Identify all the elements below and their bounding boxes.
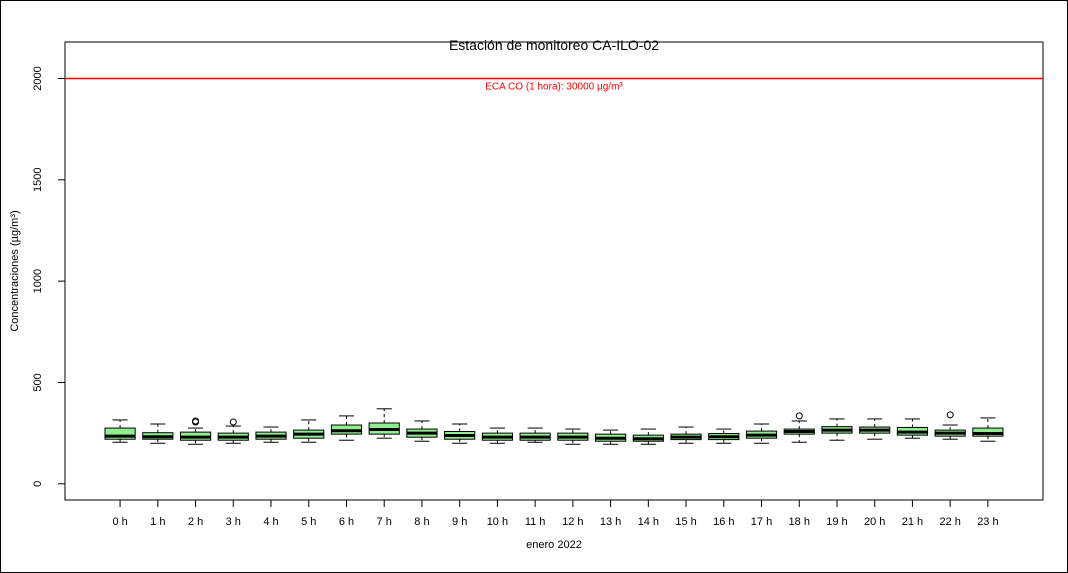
x-tick-label: 21 h <box>902 516 923 528</box>
x-tick-label: 12 h <box>562 516 583 528</box>
reference-label: ECA CO (1 hora): 30000 µg/m³ <box>485 81 623 92</box>
x-tick-label: 9 h <box>452 516 467 528</box>
y-tick-label: 2000 <box>32 66 44 90</box>
x-tick-label: 3 h <box>226 516 241 528</box>
y-tick-label: 1500 <box>32 168 44 192</box>
x-tick-label: 1 h <box>150 516 165 528</box>
outlier <box>192 417 200 425</box>
y-tick-label: 1000 <box>32 269 44 293</box>
y-axis-label: Concentraciones (µg/m³) <box>9 210 21 331</box>
x-tick-label: 14 h <box>638 516 659 528</box>
x-tick-label: 8 h <box>414 516 429 528</box>
x-tick-label: 13 h <box>600 516 621 528</box>
x-tick-label: 0 h <box>112 516 127 528</box>
outlier <box>229 418 237 426</box>
x-tick-label: 16 h <box>713 516 734 528</box>
box <box>104 427 136 440</box>
x-axis-label: enero 2022 <box>526 539 582 551</box>
plot-box <box>64 41 1044 501</box>
outlier <box>795 412 803 420</box>
x-tick-label: 5 h <box>301 516 316 528</box>
x-tick-label: 2 h <box>188 516 203 528</box>
x-tick-label: 17 h <box>751 516 772 528</box>
x-tick-label: 22 h <box>939 516 960 528</box>
x-tick-label: 19 h <box>826 516 847 528</box>
x-tick-label: 20 h <box>864 516 885 528</box>
x-tick-label: 23 h <box>977 516 998 528</box>
x-tick-label: 4 h <box>263 516 278 528</box>
x-tick-label: 15 h <box>675 516 696 528</box>
chart-title: Estación de monitoreo CA-ILO-02 <box>449 37 659 53</box>
x-tick-label: 18 h <box>789 516 810 528</box>
y-tick-label: 500 <box>32 373 44 391</box>
x-tick-label: 6 h <box>339 516 354 528</box>
y-tick-label: 0 <box>32 481 44 487</box>
x-tick-label: 7 h <box>377 516 392 528</box>
x-tick-label: 11 h <box>525 516 546 528</box>
outlier <box>946 411 954 419</box>
x-tick-label: 10 h <box>487 516 508 528</box>
